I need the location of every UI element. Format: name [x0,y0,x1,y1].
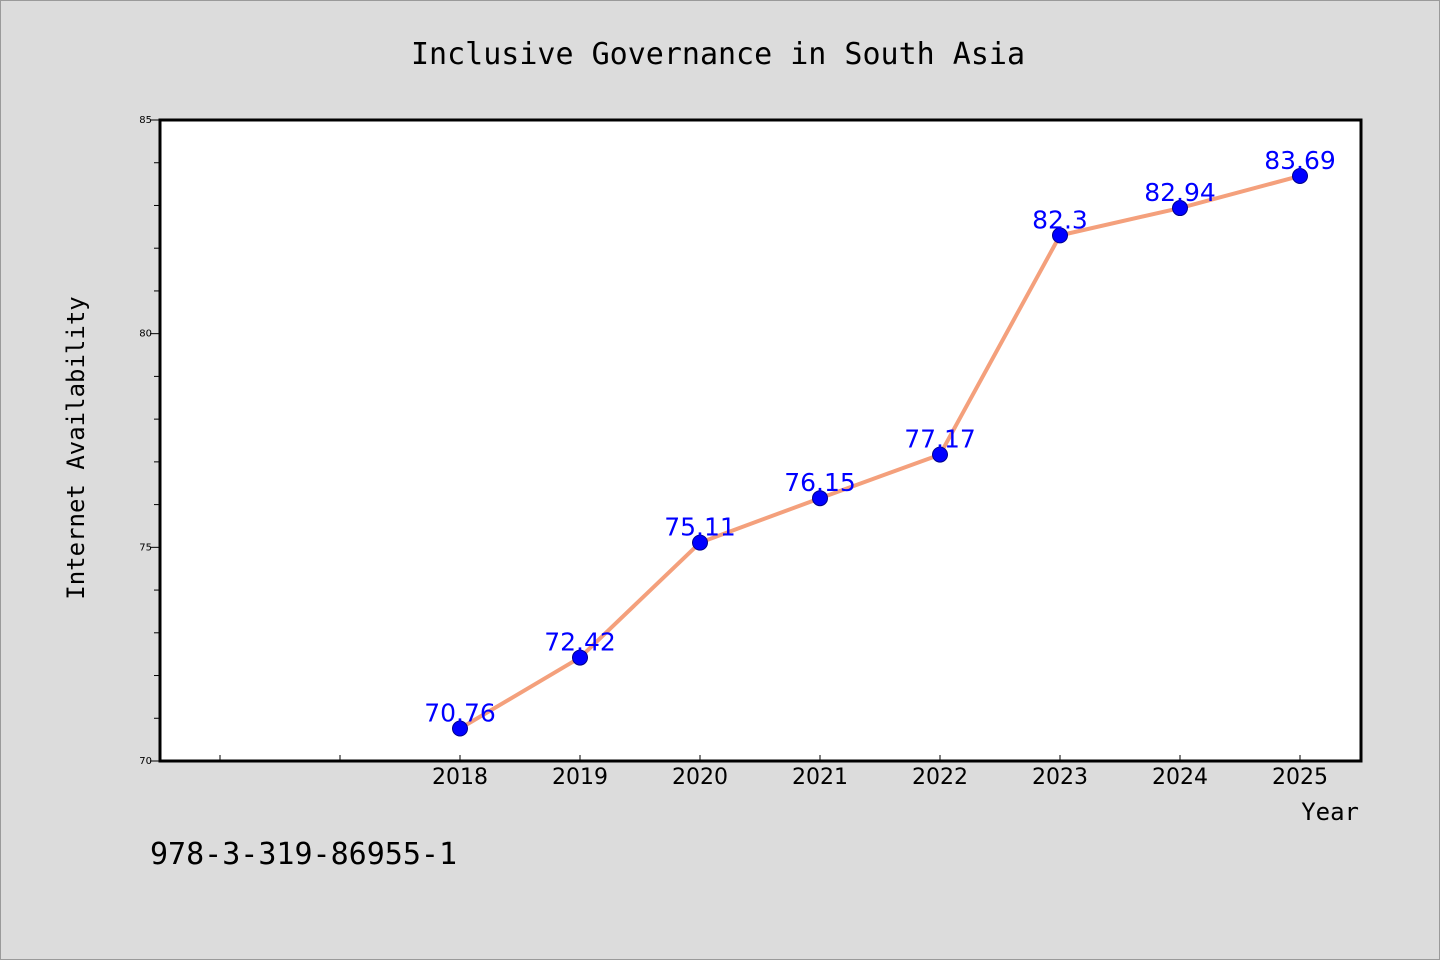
x-tick-label: 2022 [912,765,968,790]
data-point [452,720,468,737]
x-tick-label: 2024 [1152,765,1208,790]
data-label: 82.94 [1144,178,1216,207]
y-tick-label: 85 [139,115,152,126]
data-labels: 70.76 72.42 75.11 76.15 77.17 82.3 82.94 83.69 [424,146,1336,728]
data-point [1172,200,1188,217]
y-tick-label: 70 [139,756,152,767]
data-point [1052,227,1068,244]
data-label: 77.17 [904,425,976,454]
data-point [1292,167,1308,184]
data-point [692,534,708,551]
y-axis: 70 75 80 85 [139,115,160,767]
data-label: 76.15 [784,468,856,497]
y-tick-label: 75 [139,542,152,553]
data-label: 72.42 [544,628,616,657]
x-tick-label: 2018 [432,765,488,790]
x-tick-label: 2020 [672,765,728,790]
plot-area [158,118,1363,763]
y-tick-label: 80 [139,329,152,340]
data-label: 82.3 [1032,205,1088,234]
data-point [572,649,588,666]
series-0 [452,167,1308,737]
data-label: 75.11 [664,513,736,542]
x-axis-title: Year [1301,798,1359,826]
y-axis-title: Internet Availability [62,296,90,599]
x-tick-label: 2021 [792,765,848,790]
data-label: 83.69 [1264,146,1336,175]
x-tick-label: 2025 [1272,765,1328,790]
chart-title: Inclusive Governance in South Asia [411,37,1025,72]
x-axis: 2018 2019 2020 2021 2022 2023 2024 2025 [219,755,1328,790]
x-tick-label: 2023 [1032,765,1088,790]
isbn-text: 978-3-319-86955-1 [150,837,457,872]
data-point [812,490,828,507]
data-label: 70.76 [424,699,496,728]
series-line [458,173,1302,731]
data-point [932,446,948,463]
x-tick-label: 2019 [552,765,608,790]
